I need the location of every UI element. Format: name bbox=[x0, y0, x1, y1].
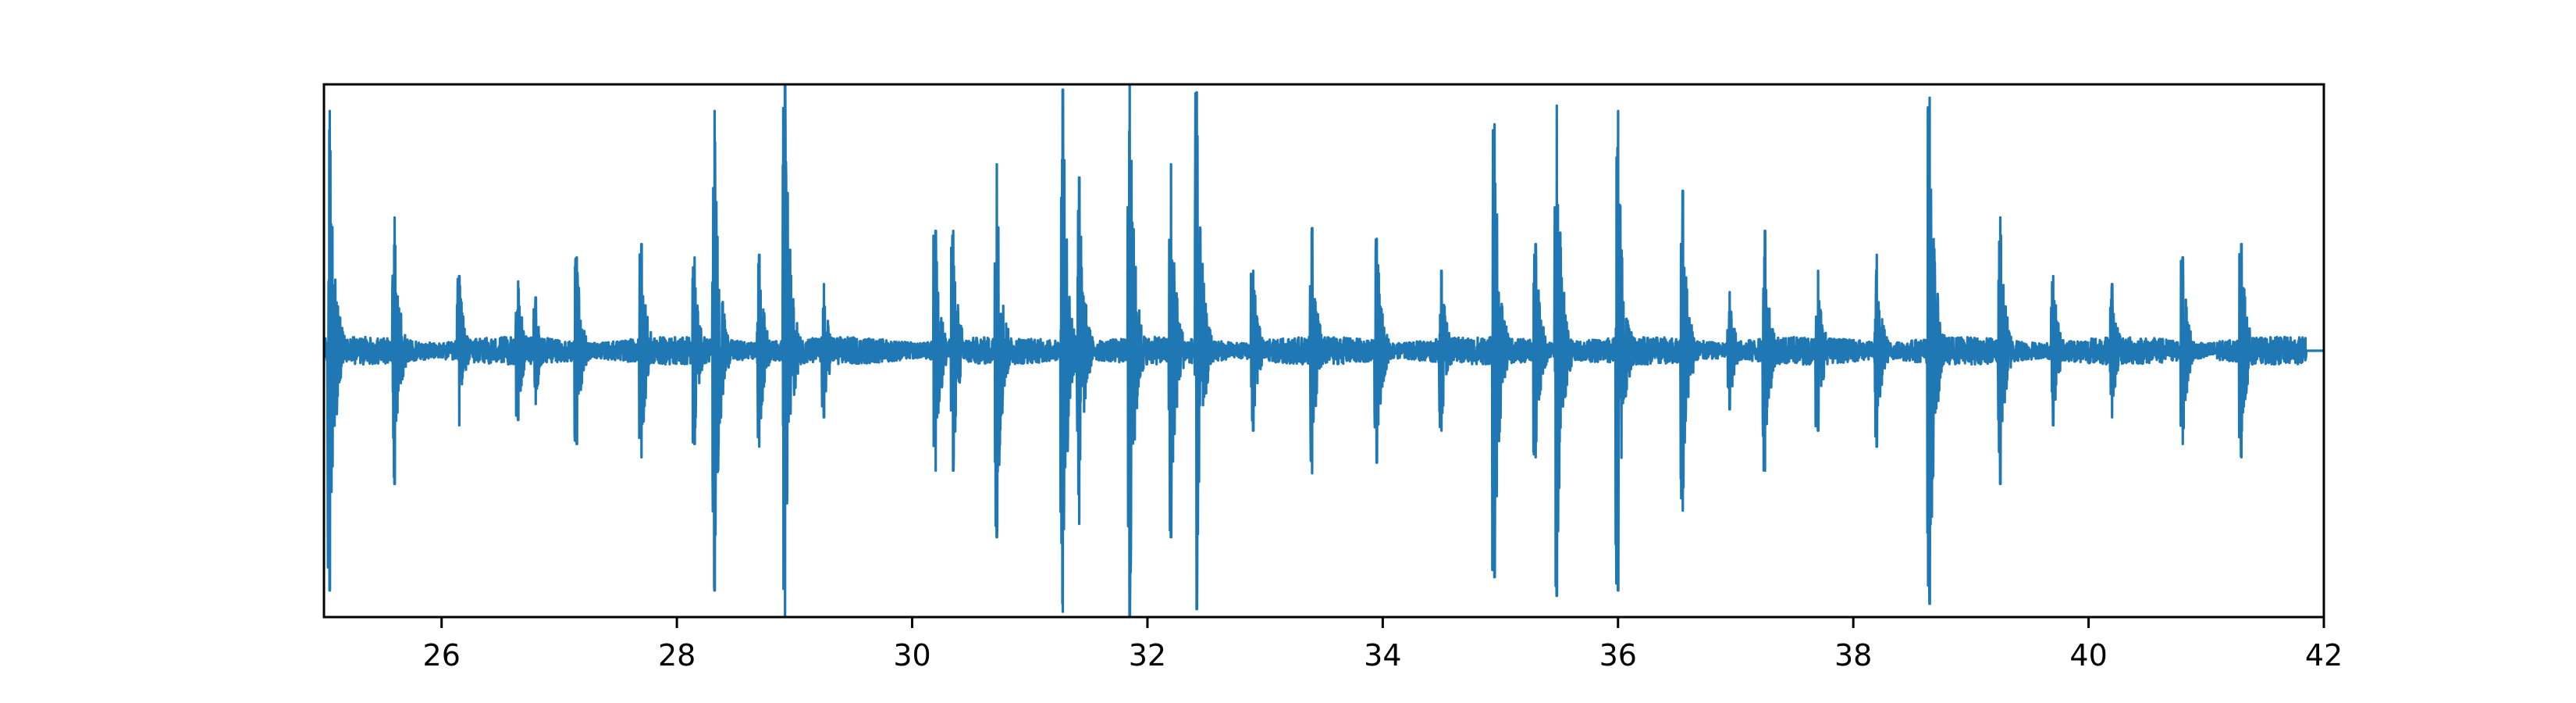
x-tick-label: 28 bbox=[658, 638, 696, 673]
x-tick-label: 38 bbox=[1834, 638, 1872, 673]
x-axis: 26 28 30 32 34 36 38 40 42 bbox=[423, 617, 2343, 673]
x-tick-label: 42 bbox=[2305, 638, 2343, 673]
series-line-0 bbox=[324, 84, 2324, 617]
x-tick-label: 32 bbox=[1129, 638, 1166, 673]
x-tick-label: 34 bbox=[1364, 638, 1401, 673]
x-tick-label: 26 bbox=[423, 638, 461, 673]
x-tick-label: 40 bbox=[2069, 638, 2107, 673]
x-tick-label: 30 bbox=[893, 638, 930, 673]
plot-frame bbox=[322, 83, 2325, 619]
plot-area bbox=[324, 84, 2324, 617]
x-tick-label: 36 bbox=[1599, 638, 1637, 673]
